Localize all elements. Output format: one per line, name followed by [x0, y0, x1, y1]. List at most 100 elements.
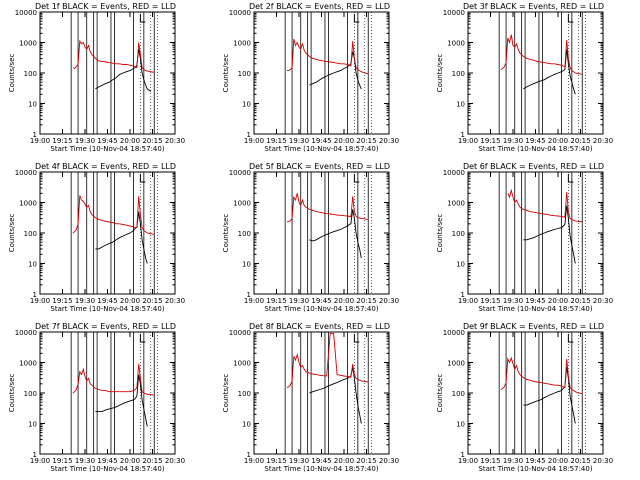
plot-frame [39, 171, 176, 295]
x-tick-label: 19:45 [525, 137, 545, 145]
x-axis-label: Start Time (10-Nov-04 18:57:40) [478, 465, 592, 473]
y-tick-label: 1000 [233, 40, 251, 48]
x-tick-label: 20:30 [165, 457, 185, 465]
y-tick-label: 100 [24, 390, 37, 398]
lld-series-line [286, 193, 369, 223]
x-tick-label: 19:15 [52, 137, 72, 145]
chart-panel-8: Det 8f BLACK = Events, RED = LLD 1 10 100 10… [222, 322, 399, 473]
chart-panel-2: Det 2f BLACK = Events, RED = LLD 1 10 100 10… [222, 2, 399, 153]
x-axis-label: Start Time (10-Nov-04 18:57:40) [50, 145, 164, 153]
y-tick-label: 1 [461, 451, 465, 459]
x-tick-label: 20:00 [120, 457, 140, 465]
x-tick-label: 19:00 [458, 457, 478, 465]
x-tick-label: 19:45 [97, 457, 117, 465]
x-axis-label: Start Time (10-Nov-04 18:57:40) [264, 465, 378, 473]
lld-series-line [72, 363, 155, 396]
plot-frame [253, 331, 390, 455]
y-tick-label: 100 [452, 390, 465, 398]
plot-frame [467, 11, 604, 135]
x-tick-label: 19:15 [52, 457, 72, 465]
y-axis-label: Counts/sec [222, 214, 230, 253]
x-tick-label: 19:00 [244, 137, 264, 145]
chart-panel-6: Det 6f BLACK = Events, RED = LLD 1 10 100 10… [436, 162, 613, 313]
x-tick-label: 20:15 [570, 457, 590, 465]
x-tick-label: 19:45 [97, 297, 117, 305]
chart-title: Det 1f BLACK = Events, RED = LLD [35, 2, 176, 11]
bracket-marker [139, 334, 146, 343]
y-tick-label: 1000 [19, 360, 37, 368]
x-tick-label: 20:00 [334, 137, 354, 145]
events-series-line [309, 209, 362, 259]
x-tick-label: 20:30 [379, 137, 399, 145]
bracket-marker [139, 174, 146, 183]
y-axis-label: Counts/sec [436, 374, 444, 413]
x-tick-label: 19:45 [311, 137, 331, 145]
y-axis-label: Counts/sec [436, 214, 444, 253]
chart-panel-9: Det 9f BLACK = Events, RED = LLD 1 10 100 10… [436, 322, 613, 473]
lld-series-line [286, 332, 369, 389]
x-axis-label: Start Time (10-Nov-04 18:57:40) [264, 305, 378, 313]
y-tick-label: 10 [456, 101, 465, 109]
y-tick-label: 100 [24, 70, 37, 78]
chart-panel-1: Det 1f BLACK = Events, RED = LLD 1 10 100 10… [8, 2, 185, 153]
y-axis-label: Counts/sec [222, 54, 230, 93]
x-tick-label: 19:15 [266, 457, 286, 465]
x-tick-label: 19:15 [266, 137, 286, 145]
chart-title: Det 4f BLACK = Events, RED = LLD [35, 162, 176, 171]
y-tick-label: 10 [242, 261, 251, 269]
y-tick-label: 10 [28, 421, 37, 429]
y-tick-label: 10000 [15, 169, 37, 177]
y-tick-label: 1000 [447, 200, 465, 208]
x-tick-label: 20:00 [334, 297, 354, 305]
chart-title: Det 9f BLACK = Events, RED = LLD [463, 322, 604, 331]
x-tick-label: 19:15 [52, 297, 72, 305]
events-series-line [95, 374, 148, 427]
x-tick-label: 20:00 [548, 137, 568, 145]
x-tick-label: 19:45 [311, 457, 331, 465]
x-tick-label: 19:30 [503, 457, 523, 465]
lld-series-line [72, 195, 155, 235]
y-tick-label: 1 [461, 131, 465, 139]
x-tick-label: 20:30 [165, 297, 185, 305]
y-tick-label: 10000 [229, 9, 251, 17]
x-tick-label: 20:15 [142, 137, 162, 145]
x-tick-label: 19:15 [480, 457, 500, 465]
x-tick-label: 19:30 [75, 457, 95, 465]
chart-title: Det 8f BLACK = Events, RED = LLD [249, 322, 390, 331]
y-tick-label: 100 [452, 70, 465, 78]
x-axis-label: Start Time (10-Nov-04 18:57:40) [50, 305, 164, 313]
plot-frame [39, 11, 176, 135]
x-tick-label: 19:30 [289, 457, 309, 465]
x-tick-label: 20:30 [165, 137, 185, 145]
x-tick-label: 19:15 [266, 297, 286, 305]
y-tick-label: 10000 [443, 329, 465, 337]
lld-series-line [72, 39, 155, 73]
y-tick-label: 10 [456, 421, 465, 429]
y-tick-label: 100 [238, 230, 251, 238]
x-tick-label: 20:15 [570, 297, 590, 305]
x-tick-label: 19:30 [289, 137, 309, 145]
y-tick-label: 10000 [443, 9, 465, 17]
chart-panel-4: Det 4f BLACK = Events, RED = LLD 1 10 100 10… [8, 162, 185, 313]
x-tick-label: 19:00 [458, 137, 478, 145]
y-tick-label: 1000 [233, 200, 251, 208]
x-tick-label: 20:00 [548, 297, 568, 305]
lld-series-line [286, 38, 369, 75]
bracket-marker [353, 174, 360, 183]
x-tick-label: 19:45 [311, 297, 331, 305]
bracket-marker [139, 14, 146, 23]
x-tick-label: 20:30 [593, 137, 613, 145]
x-tick-label: 20:30 [379, 297, 399, 305]
y-tick-label: 1 [33, 131, 37, 139]
bracket-marker [567, 174, 574, 183]
y-axis-label: Counts/sec [8, 374, 16, 413]
x-tick-label: 20:15 [356, 137, 376, 145]
x-tick-label: 19:00 [244, 297, 264, 305]
events-series-line [523, 367, 576, 424]
x-tick-label: 20:15 [570, 137, 590, 145]
x-tick-label: 19:00 [30, 137, 50, 145]
y-tick-label: 100 [24, 230, 37, 238]
events-series-line [95, 49, 152, 92]
y-axis-label: Counts/sec [8, 54, 16, 93]
chart-title: Det 7f BLACK = Events, RED = LLD [35, 322, 176, 331]
